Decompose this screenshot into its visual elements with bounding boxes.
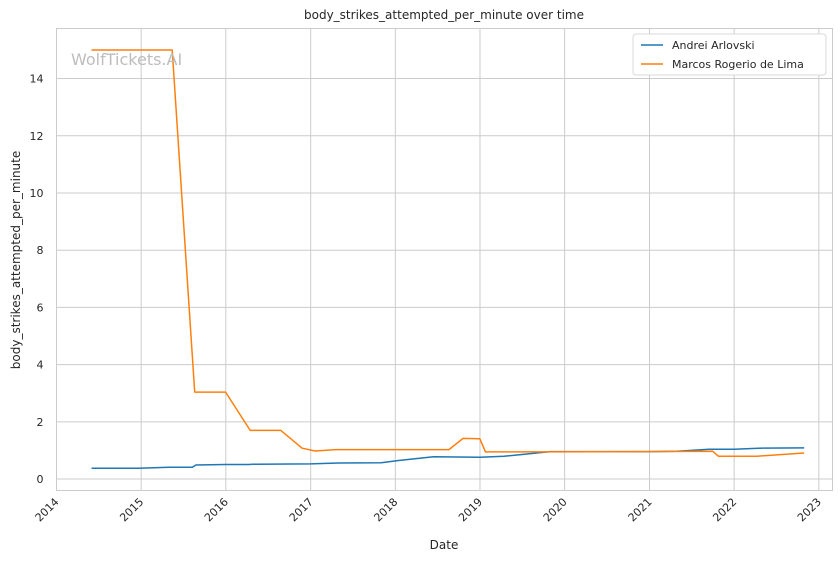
x-tick-label: 2022 [710, 495, 739, 524]
watermark: WolfTickets.AI [71, 50, 182, 69]
plot-frame [56, 28, 833, 491]
x-tick-label: 2023 [795, 495, 824, 524]
y-tick-label: 12 [30, 130, 44, 143]
y-tick-label: 4 [37, 359, 44, 372]
y-tick-label: 10 [30, 187, 44, 200]
chart-title: body_strikes_attempted_per_minute over t… [304, 8, 584, 22]
x-tick-label: 2019 [456, 495, 485, 524]
series-layer [91, 49, 805, 469]
y-tick-label: 8 [37, 244, 44, 257]
x-tick-label: 2017 [287, 495, 316, 524]
x-tick-label: 2020 [541, 495, 570, 524]
series-line-0 [91, 447, 805, 469]
x-axis-title: Date [430, 538, 459, 552]
legend-label-series-0: Andrei Arlovski [672, 39, 755, 52]
legend: Andrei Arlovski Marcos Rogerio de Lima [632, 33, 827, 76]
y-tick-label: 0 [37, 473, 44, 486]
legend-label-series-1: Marcos Rogerio de Lima [672, 58, 804, 71]
x-tick-label: 2015 [117, 495, 146, 524]
y-tick-label: 14 [30, 73, 44, 86]
x-tick-label: 2014 [33, 495, 62, 524]
x-tick-label: 2021 [626, 495, 655, 524]
grid-layer [56, 28, 833, 491]
x-tick-label: 2018 [371, 495, 400, 524]
y-tick-label: 6 [37, 301, 44, 314]
tick-layer: 0 2 4 6 8 10 12 14 2014 2015 2016 2017 2018 2019 2020 2… [30, 73, 824, 525]
x-tick-label: 2016 [202, 495, 231, 524]
series-line-1 [91, 49, 805, 457]
legend-box [632, 33, 827, 76]
y-tick-label: 2 [37, 416, 44, 429]
y-axis-title: body_strikes_attempted_per_minute [9, 151, 23, 369]
